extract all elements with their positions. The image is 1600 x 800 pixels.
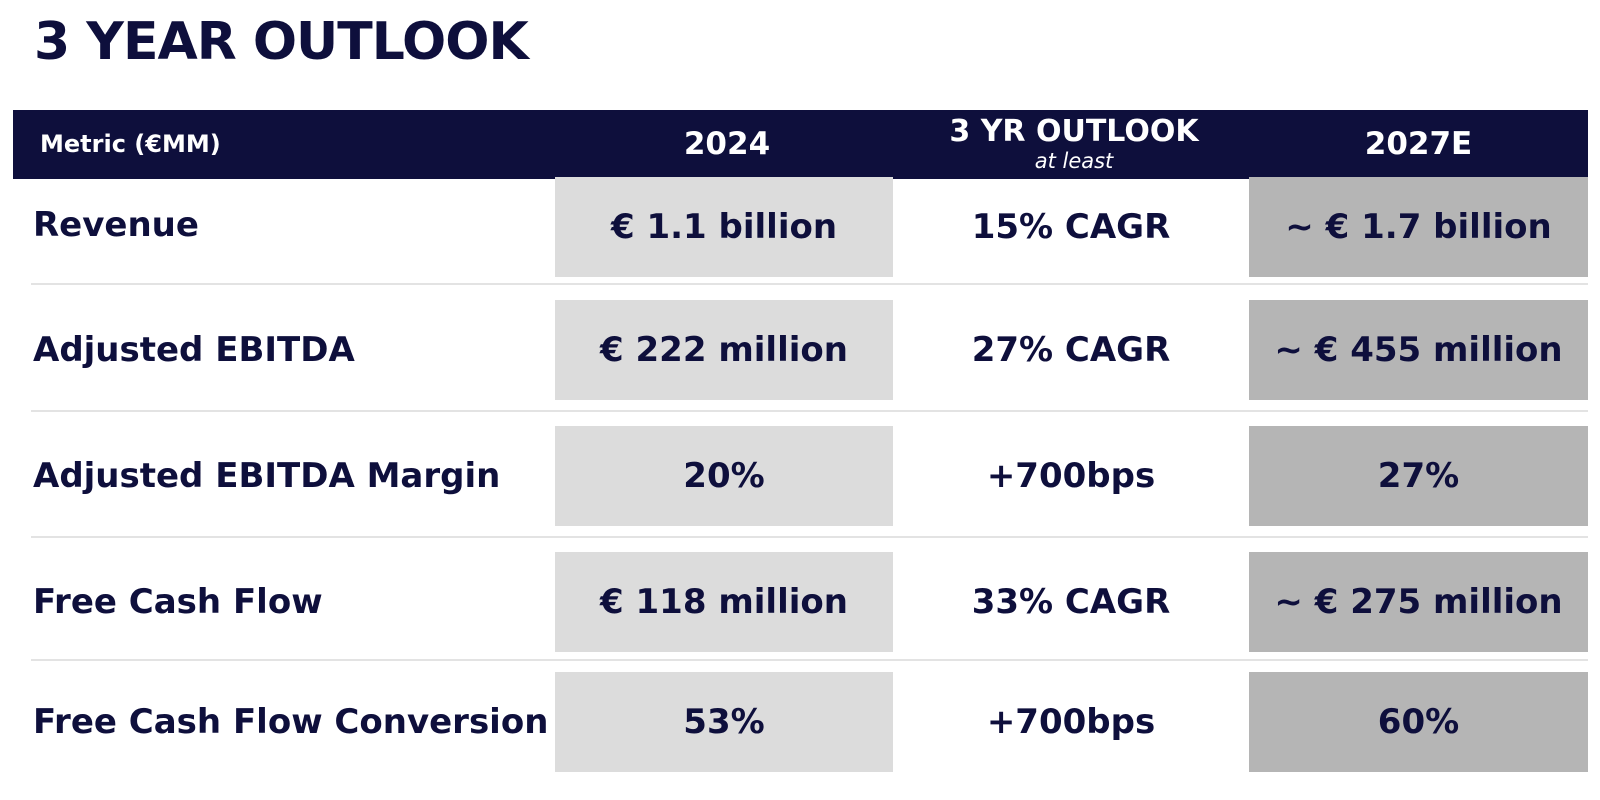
- cell-2027e: ~ € 1.7 billion: [1249, 177, 1588, 277]
- cell-2027e: 60%: [1249, 672, 1588, 772]
- table-row-adjusted-ebitda: Adjusted EBITDA € 222 million 27% CAGR ~…: [13, 298, 1588, 402]
- cell-outlook: 15% CAGR: [971, 207, 1171, 247]
- header-3yr-outlook: 3 YR OUTLOOK at least: [899, 110, 1249, 179]
- row-divider: [31, 410, 1588, 412]
- header-3yr-outlook-title: 3 YR OUTLOOK: [949, 114, 1199, 149]
- table-row-revenue: Revenue € 1.1 billion 15% CAGR ~ € 1.7 b…: [13, 173, 1588, 277]
- row-metric-label: Adjusted EBITDA Margin: [33, 456, 501, 496]
- row-divider: [31, 659, 1588, 661]
- cell-2024: € 1.1 billion: [555, 177, 893, 277]
- cell-outlook: 33% CAGR: [971, 582, 1171, 622]
- header-3yr-outlook-subtitle: at least: [1034, 149, 1114, 173]
- outlook-table: Metric (€MM) 2024 3 YR OUTLOOK at least …: [13, 110, 1588, 795]
- table-row-free-cash-flow-conversion: Free Cash Flow Conversion 53% +700bps 60…: [13, 670, 1588, 774]
- row-metric-label: Free Cash Flow: [33, 582, 323, 622]
- cell-outlook: +700bps: [986, 456, 1156, 496]
- cell-2024: 53%: [555, 672, 893, 772]
- row-metric-label: Revenue: [33, 205, 199, 245]
- cell-2027e: ~ € 455 million: [1249, 300, 1588, 400]
- table-row-free-cash-flow: Free Cash Flow € 118 million 33% CAGR ~ …: [13, 550, 1588, 654]
- cell-2024: 20%: [555, 426, 893, 526]
- header-2024: 2024: [683, 126, 771, 162]
- cell-2024: € 118 million: [555, 552, 893, 652]
- cell-2027e: ~ € 275 million: [1249, 552, 1588, 652]
- table-header: Metric (€MM) 2024 3 YR OUTLOOK at least …: [13, 110, 1588, 179]
- row-metric-label: Free Cash Flow Conversion: [33, 702, 549, 742]
- cell-outlook: +700bps: [986, 702, 1156, 742]
- row-divider: [31, 283, 1588, 285]
- row-metric-label: Adjusted EBITDA: [33, 330, 355, 370]
- cell-outlook: 27% CAGR: [971, 330, 1171, 370]
- cell-2027e: 27%: [1249, 426, 1588, 526]
- cell-2024: € 222 million: [555, 300, 893, 400]
- table-row-adjusted-ebitda-margin: Adjusted EBITDA Margin 20% +700bps 27%: [13, 424, 1588, 528]
- header-2027e: 2027E: [1364, 126, 1473, 162]
- row-divider: [31, 536, 1588, 538]
- page-title: 3 YEAR OUTLOOK: [34, 12, 529, 72]
- header-metric: Metric (€MM): [40, 130, 221, 158]
